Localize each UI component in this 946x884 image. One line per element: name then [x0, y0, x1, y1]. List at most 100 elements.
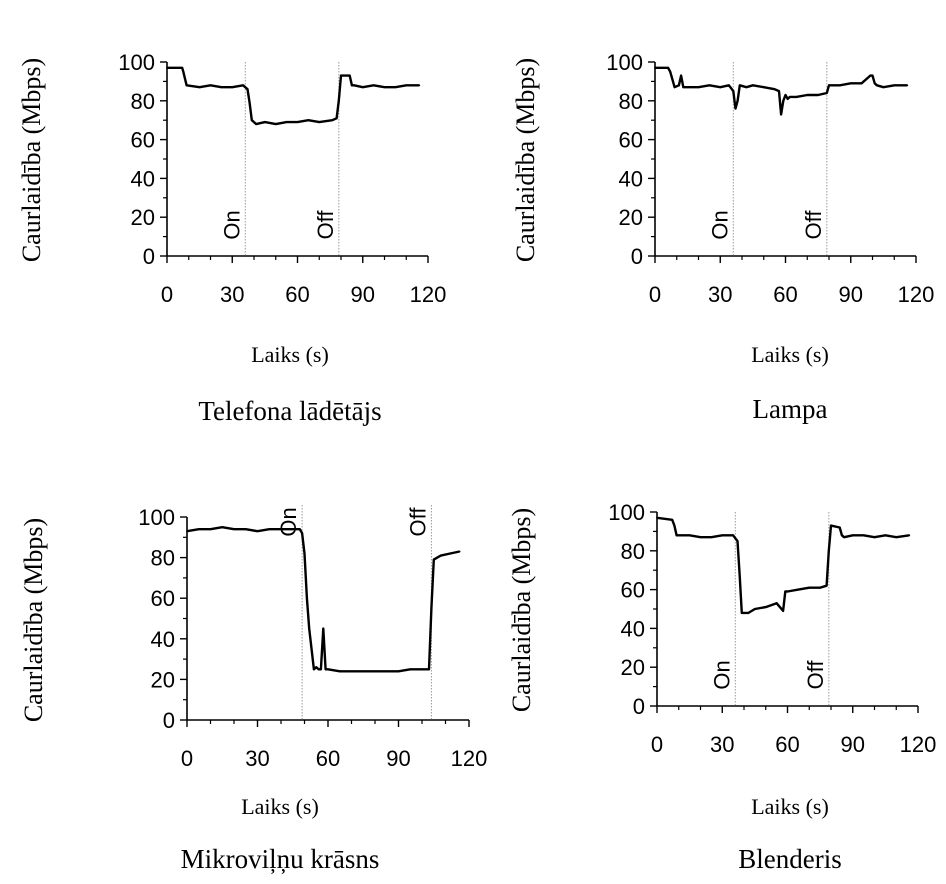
x-tick-label: 90 [839, 282, 863, 307]
event-marker-label: On [709, 660, 734, 689]
data-point [773, 88, 776, 91]
data-point [458, 550, 461, 553]
data-point [806, 94, 809, 96]
y-tick-label: 60 [131, 128, 155, 153]
data-point [449, 552, 452, 555]
y-tick-label: 40 [151, 627, 175, 652]
data-point [385, 670, 388, 673]
x-axis-title: Laiks (s) [751, 794, 829, 819]
data-point [736, 540, 739, 542]
data-point [231, 86, 234, 89]
data-point [764, 606, 767, 608]
x-axis-title: Laiks (s) [751, 342, 829, 367]
throughput-line [167, 66, 420, 126]
chart-caption: Mikroviļņu krāsns [181, 844, 380, 874]
data-point [298, 528, 301, 531]
y-axis-title: Caurlaidība (Mbps) [507, 508, 536, 712]
y-tick-label: 40 [131, 166, 155, 191]
data-point [678, 84, 680, 87]
data-point [825, 584, 828, 587]
data-point [248, 101, 251, 104]
data-point [736, 99, 739, 102]
data-point [353, 84, 355, 87]
data-point [784, 590, 787, 593]
chart-svg: 0 20 40 60 80 100 0 30 60 90 120 On Off Caurlaidība (… [17, 50, 446, 426]
chart-svg: 0 20 40 60 80 100 0 30 60 90 120 On Off Caurlaidība (… [511, 50, 935, 424]
data-point [686, 86, 689, 89]
data-point [839, 84, 841, 87]
data-point [780, 113, 782, 116]
data-point [397, 670, 400, 673]
data-point [762, 86, 765, 89]
y-tick-label: 100 [118, 50, 155, 75]
data-point [274, 123, 277, 125]
data-point [828, 84, 830, 87]
x-tick-label: 0 [649, 282, 661, 307]
data-point [734, 107, 737, 110]
data-point [754, 608, 756, 610]
data-point [721, 534, 724, 537]
data-point [439, 554, 442, 557]
data-point [795, 96, 798, 98]
data-point [673, 86, 676, 89]
data-point [876, 84, 878, 87]
chart-panel-telefona: 0 20 40 60 80 100 0 30 60 90 120 On Off Caurlaidība (… [0, 0, 470, 445]
data-point [682, 86, 685, 89]
y-tick-label: 80 [151, 546, 175, 571]
data-point [871, 74, 874, 77]
data-point [697, 86, 700, 89]
event-marker-label: On [219, 210, 244, 239]
data-point [233, 528, 235, 531]
data-point [827, 549, 830, 552]
y-tick-label: 20 [151, 667, 175, 692]
data-point [324, 668, 327, 671]
data-point [667, 66, 669, 69]
y-tick-label: 60 [621, 578, 645, 603]
data-point [708, 84, 711, 87]
data-point [654, 66, 656, 69]
data-point [185, 84, 188, 87]
data-point [851, 534, 854, 537]
data-point [285, 121, 288, 123]
data-point [303, 552, 306, 555]
throughput-line [656, 516, 910, 615]
x-axis-title: Laiks (s) [241, 794, 319, 819]
y-tick-label: 0 [163, 708, 175, 733]
data-point [789, 96, 791, 98]
x-tick-label: 0 [651, 732, 663, 757]
chart-panel-blenderis: 0 20 40 60 80 100 0 30 60 90 120 On Off Caurlaidība (… [490, 450, 946, 884]
data-point [372, 84, 375, 87]
data-point [719, 86, 722, 89]
data-point [710, 536, 713, 539]
data-point [893, 84, 896, 87]
event-marker-label: Off [801, 210, 826, 240]
data-point [430, 607, 433, 610]
y-tick-label: 80 [621, 539, 645, 564]
throughput-line [186, 525, 460, 673]
x-tick-label: 60 [775, 732, 799, 757]
data-point [782, 610, 784, 612]
x-tick-label: 120 [898, 282, 935, 307]
data-point [362, 670, 365, 673]
data-point [841, 534, 843, 537]
data-point [244, 528, 247, 531]
data-point [306, 597, 308, 600]
data-point [656, 516, 658, 519]
y-axis-title: Caurlaidība (Mbps) [19, 518, 48, 722]
x-tick-label: 90 [386, 746, 410, 771]
data-point [318, 121, 321, 123]
data-point [331, 119, 334, 122]
data-point [166, 66, 168, 69]
x-axis-title: Laiks (s) [251, 342, 329, 367]
data-point [680, 74, 682, 77]
data-point [882, 86, 885, 89]
event-marker-label: Off [803, 660, 828, 690]
y-tick-label: 40 [619, 166, 643, 191]
data-point [797, 588, 800, 591]
chart-caption: Lampa [753, 394, 828, 424]
data-point [351, 84, 353, 87]
data-point [256, 530, 259, 533]
data-point [264, 121, 266, 123]
data-point [669, 70, 672, 73]
x-tick-label: 90 [841, 732, 865, 757]
